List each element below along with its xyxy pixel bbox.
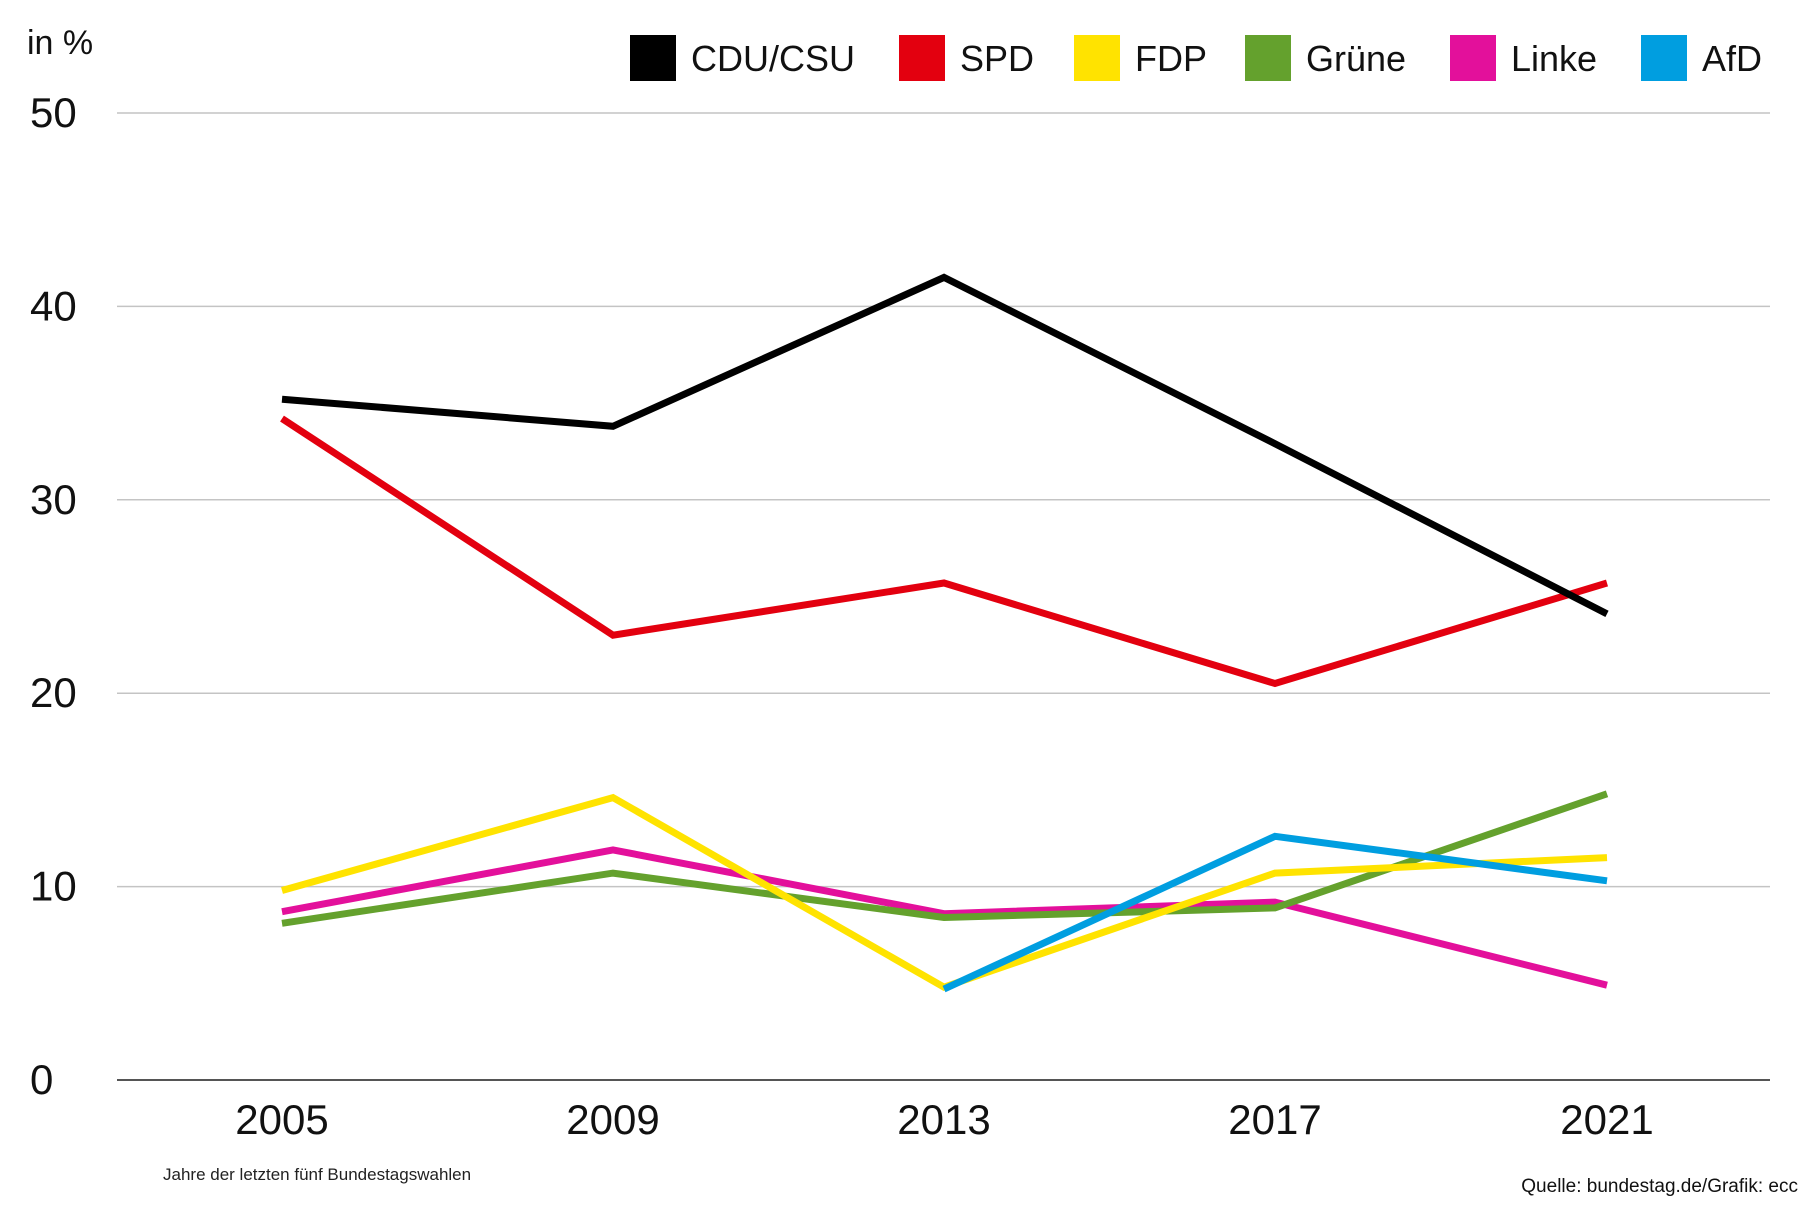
legend-swatch (1245, 35, 1291, 81)
legend-swatch (1074, 35, 1120, 81)
legend-label: CDU/CSU (691, 38, 855, 79)
legend: CDU/CSU SPD FDP Grüne Linke AfD (630, 35, 1762, 81)
x-tick-label: 2005 (235, 1096, 328, 1143)
y-axis-ticks: 0 10 20 30 40 50 (30, 89, 77, 1103)
y-tick-label: 10 (30, 863, 77, 910)
legend-swatch (899, 35, 945, 81)
legend-label: AfD (1702, 38, 1762, 79)
series-line-gr-ne (281, 790, 1609, 927)
legend-label: SPD (960, 38, 1034, 79)
x-tick-label: 2009 (566, 1096, 659, 1143)
x-tick-label: 2017 (1228, 1096, 1321, 1143)
x-axis-note: Jahre der letzten fünf Bundestagswahlen (163, 1165, 471, 1184)
y-tick-label: 40 (30, 282, 77, 329)
series-line-afd (942, 832, 1608, 993)
series-lines (280, 273, 1609, 993)
legend-swatch (630, 35, 676, 81)
legend-label: Grüne (1306, 38, 1406, 79)
legend-item-spd: SPD (899, 35, 1034, 81)
series-line-cdu-csu (281, 273, 1609, 618)
grid-lines (117, 112, 1770, 1081)
legend-swatch (1450, 35, 1496, 81)
legend-item-fdp: FDP (1074, 35, 1207, 81)
legend-item-cdu-csu: CDU/CSU (630, 35, 855, 81)
x-axis-ticks: 2005 2009 2013 2017 2021 (235, 1096, 1653, 1143)
y-axis-unit-label: in % (27, 24, 93, 62)
y-tick-label: 50 (30, 89, 77, 136)
series-line-linke (281, 846, 1608, 989)
x-tick-label: 2013 (897, 1096, 990, 1143)
y-tick-label: 30 (30, 476, 77, 523)
legend-item-afd: AfD (1641, 35, 1762, 81)
y-tick-label: 0 (30, 1056, 53, 1103)
legend-label: Linke (1511, 38, 1597, 79)
x-tick-label: 2021 (1560, 1096, 1653, 1143)
series-line-spd (280, 415, 1609, 688)
y-tick-label: 20 (30, 669, 77, 716)
source-credit: Quelle: bundestag.de/Grafik: ecc (1521, 1176, 1798, 1197)
legend-item-gr-ne: Grüne (1245, 35, 1406, 81)
legend-swatch (1641, 35, 1687, 81)
legend-item-linke: Linke (1450, 35, 1597, 81)
legend-label: FDP (1135, 38, 1207, 79)
